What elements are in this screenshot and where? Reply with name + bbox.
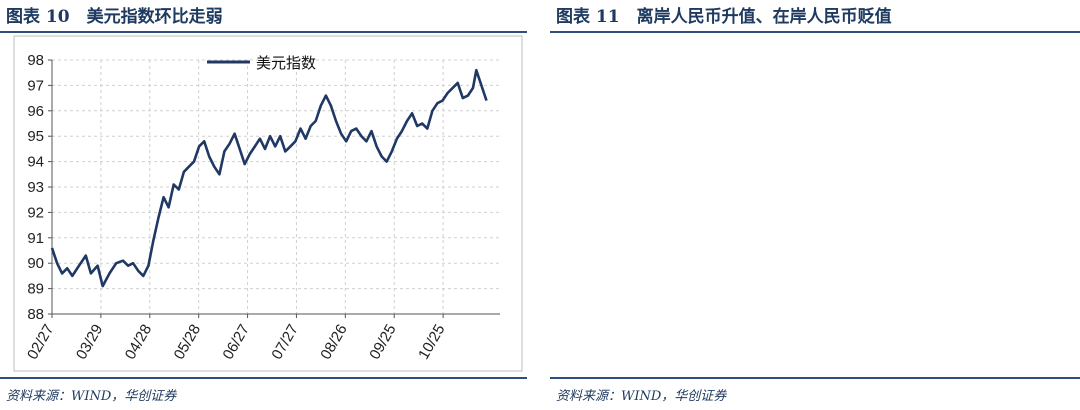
y-tick-label: 94 [27, 154, 44, 171]
x-tick-label: 08/26 [317, 322, 350, 363]
left-chart-border [13, 35, 523, 372]
legend-label-dollar-index: 美元指数 [256, 54, 316, 72]
x-tick-label: 06/27 [220, 322, 253, 363]
y-tick-label: 93 [27, 179, 44, 196]
x-tick-label: 04/28 [122, 322, 155, 363]
x-tick-label: 09/25 [366, 322, 399, 363]
dollar-index-chart: 88 89 90 91 92 93 94 95 96 97 98 02/27 03/29 04/28 05/… [13, 35, 523, 372]
x-tick-label: 07/27 [268, 322, 301, 363]
left-chart-panel: 图表 10 美元指数环比走弱 88 89 90 91 92 93 94 95 96 97 98 02/… [0, 0, 527, 410]
y-tick-label: 98 [27, 52, 44, 69]
x-tick-label: 02/27 [24, 322, 57, 363]
right-source-rule [550, 377, 1080, 379]
right-source-note: 资料来源：WIND，华创证券 [556, 389, 727, 404]
x-tick-label: 10/25 [415, 322, 448, 363]
left-figure-title: 图表 10 美元指数环比走弱 [6, 7, 223, 27]
right-figure-title: 图表 11 离岸人民币升值、在岸人民币贬值 [556, 7, 892, 27]
y-tick-label: 90 [27, 255, 44, 272]
y-tick-label: 97 [27, 77, 44, 94]
left-title-rule [0, 31, 527, 33]
right-chart-panel: 图表 11 离岸人民币升值、在岸人民币贬值 资料来源：WIND，华创证券 [550, 0, 1080, 410]
x-tick-label: 05/28 [171, 322, 204, 363]
y-tick-label: 92 [27, 204, 44, 221]
series-line-dollar-index [50, 68, 488, 288]
y-tick-label: 96 [27, 103, 44, 120]
y-tick-label: 89 [27, 281, 44, 298]
left-source-note: 资料来源：WIND，华创证券 [6, 389, 177, 404]
right-title-rule [550, 31, 1080, 33]
left-source-rule [0, 377, 527, 379]
x-tick-label: 03/29 [73, 322, 106, 363]
y-tick-label: 95 [27, 128, 44, 145]
y-tick-label: 88 [27, 306, 44, 323]
y-tick-label: 91 [27, 230, 44, 247]
